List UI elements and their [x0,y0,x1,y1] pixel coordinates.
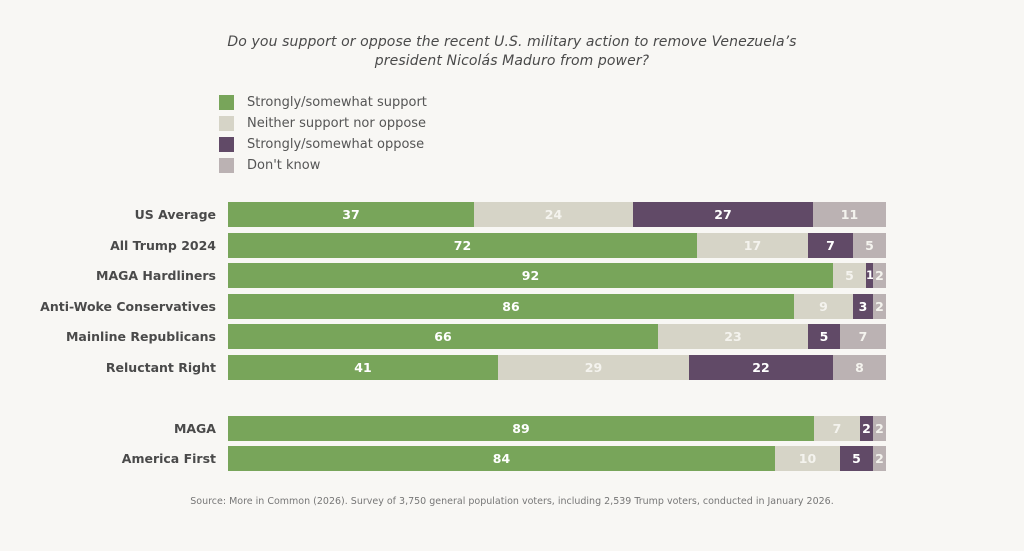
bar-segment-oppose-us-average: 27 [633,202,813,227]
bar-segment-dont-know-america-first: 2 [873,446,886,471]
bar-segment-dont-know-reluctant-right: 8 [833,355,886,380]
bar-segment-dont-know-mainline-republicans: 7 [840,324,886,349]
legend-label-support: Strongly/somewhat support [247,95,427,110]
bar-segment-oppose-america-first: 5 [840,446,873,471]
legend-swatch-oppose [219,137,234,152]
bar-segment-support-maga-hardliners: 92 [228,263,833,288]
bar-segment-neither-all-trump-2024: 17 [697,233,808,258]
chart-title-line-1: Do you support or oppose the recent U.S.… [227,34,797,50]
bar-segment-dont-know-all-trump-2024: 5 [853,233,886,258]
bar-segment-oppose-anti-woke-conservatives: 3 [853,294,873,319]
bar-segment-support-all-trump-2024: 72 [228,233,697,258]
legend-label-oppose: Strongly/somewhat oppose [247,137,425,152]
row-label-us-average: US Average [134,207,216,222]
bar-segment-neither-anti-woke-conservatives: 9 [794,294,853,319]
row-label-maga-hardliners: MAGA Hardliners [96,268,216,283]
bar-segment-oppose-maga: 2 [860,416,873,441]
bar-segment-support-anti-woke-conservatives: 86 [228,294,794,319]
row-label-anti-woke-conservatives: Anti-Woke Conservatives [40,299,216,314]
bar-segment-dont-know-anti-woke-conservatives: 2 [873,294,886,319]
chart-title-line-2: president Nicolás Maduro from power? [374,53,650,69]
bar-segment-oppose-reluctant-right: 22 [689,355,833,380]
legend-label-dont-know: Don't know [247,158,321,173]
legend-label-neither: Neither support nor oppose [247,116,427,131]
legend-swatch-support [219,95,234,110]
legend-item-support: Strongly/somewhat support [219,92,427,113]
bar-segment-support-america-first: 84 [228,446,775,471]
bar-segment-oppose-maga-hardliners: 1 [866,263,874,288]
bar-segment-neither-reluctant-right: 29 [498,355,689,380]
legend-swatch-dont-know [219,158,234,173]
bar-segment-neither-america-first: 10 [775,446,840,471]
row-label-reluctant-right: Reluctant Right [105,360,216,375]
bar-segment-dont-know-maga: 2 [873,416,886,441]
legend: Strongly/somewhat support Neither suppor… [219,92,427,176]
source-note: Source: More in Common (2026). Survey of… [190,496,834,507]
bar-segment-dont-know-us-average: 11 [813,202,886,227]
bar-segment-oppose-mainline-republicans: 5 [808,324,840,349]
legend-item-oppose: Strongly/somewhat oppose [219,134,427,155]
row-label-maga: MAGA [173,421,216,436]
bar-segment-dont-know-maga-hardliners: 2 [873,263,886,288]
legend-swatch-neither [219,116,234,131]
bar-segment-oppose-all-trump-2024: 7 [808,233,853,258]
row-label-all-trump-2024: All Trump 2024 [110,238,216,253]
row-label-mainline-republicans: Mainline Republicans [65,329,216,344]
bar-segment-support-mainline-republicans: 66 [228,324,658,349]
bar-segment-neither-maga-hardliners: 5 [833,263,866,288]
bar-segment-neither-mainline-republicans: 23 [658,324,808,349]
bar-segment-neither-us-average: 24 [474,202,633,227]
row-label-america-first: America First [121,451,216,466]
bar-segment-support-maga: 89 [228,416,814,441]
bar-segment-support-reluctant-right: 41 [228,355,498,380]
bar-segment-support-us-average: 37 [228,202,474,227]
chart-title: Do you support or oppose the recent U.S.… [0,33,1024,71]
legend-item-dont-know: Don't know [219,155,427,176]
legend-item-neither: Neither support nor oppose [219,113,427,134]
bar-segment-neither-maga: 7 [814,416,860,441]
